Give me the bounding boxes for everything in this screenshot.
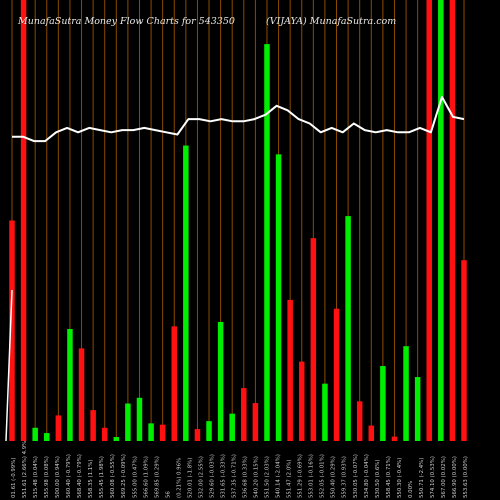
price-line: [5, 96, 465, 442]
money-flow-bar: [403, 346, 409, 441]
x-tick-label: 0.00%: [408, 481, 414, 498]
x-tick-label: 566.90 (0.00%): [452, 456, 458, 498]
money-flow-bar: [171, 326, 178, 441]
x-tick-label: 531.65 (-0.33%): [220, 454, 226, 498]
money-flow-bar: [345, 216, 351, 441]
money-flow-bar: [275, 154, 282, 441]
x-tick-label: 551.50 (2.03%): [265, 456, 271, 498]
x-tick-label: 56: [165, 491, 171, 498]
money-flow-bar: [252, 403, 259, 441]
x-tick-label: 530.50 (0.6%): [375, 460, 381, 498]
money-flow-bar: [113, 437, 120, 441]
x-tick-label: 560.08 (-0.55%): [110, 454, 116, 498]
money-flow-bar: [310, 238, 317, 441]
x-tick-label: 532.00 (2.55%): [198, 456, 204, 498]
x-tick-label: 568.40 (-0.79%): [77, 454, 83, 498]
money-flow-bar: [438, 0, 444, 441]
money-flow-bar: [44, 433, 50, 441]
x-tick-label: 551.47 (2.0%): [287, 460, 293, 498]
money-flow-bar: [194, 429, 201, 441]
money-flow-bar: [241, 388, 247, 441]
money-flow-bar: [183, 145, 189, 441]
x-tick-label: 558.35 (1.1%): [88, 460, 94, 498]
x-tick-label: 567.00 (0.02%): [441, 456, 447, 498]
money-flow-bar: [136, 397, 143, 441]
x-tick-label: 550.71 (-2.4%): [419, 458, 425, 498]
money-flow-bar: [217, 321, 224, 441]
x-tick-label: 569.25 (-0.09%): [121, 454, 127, 498]
money-flow-bar: [449, 0, 456, 441]
money-flow-bar: [461, 260, 467, 441]
x-tick-label: 555.45 (1.98%): [99, 456, 105, 498]
x-tick-label: 552.05 (-0.01%): [320, 454, 326, 498]
x-tick-label: 520.01 (-1.8%): [187, 458, 193, 498]
money-flow-bar: [322, 383, 328, 441]
money-flow-bar: [356, 401, 363, 441]
money-flow-bar: [55, 415, 62, 441]
money-flow-bar: [426, 0, 432, 441]
x-tick-label: 555.00 (0.47%): [132, 456, 138, 498]
money-flow-bar: [298, 361, 305, 441]
x-tick-label: 550.40 (0.29%): [331, 456, 337, 498]
money-flow-bar: [125, 403, 131, 441]
x-tick-label: 01.61 (-0.99%): [11, 458, 17, 498]
money-flow-bar: [78, 348, 85, 441]
money-flow-bar: [414, 377, 421, 441]
money-flow-bar: [229, 413, 235, 441]
money-flow-bar: [20, 0, 27, 441]
money-flow-bar: [391, 436, 398, 441]
chart-title: MunafaSutra Money Flow Charts for 543350: [18, 16, 235, 27]
x-tick-label: 550.30 (-0.4%): [397, 458, 403, 498]
x-tick-label: 559.37 (0.93%): [342, 456, 348, 498]
money-flow-bar: [159, 424, 166, 441]
x-tick-label: 558.45 (0.71%): [386, 456, 392, 498]
x-tick-label: 530.05 (-0.07%): [353, 454, 359, 498]
money-flow-bar: [380, 366, 386, 441]
price-line-path: [12, 96, 465, 143]
x-tick-label: 500.00 (0.94%): [55, 456, 61, 498]
money-flow-bar: [264, 44, 270, 441]
x-tick-label: 566.60 (1.09%): [143, 456, 149, 498]
x-tick-label: 529.60 (-0.03%): [209, 454, 215, 498]
x-tick-label: 515.48 (0.04%): [33, 456, 39, 498]
money-flow-bar: [32, 427, 38, 441]
money-flow-bar: [101, 427, 108, 441]
money-flow-bar: [9, 220, 15, 441]
x-tick-label: 574.10 (0.53%): [430, 456, 436, 498]
x-tick-label: 551.29 (-0.69%): [298, 454, 304, 498]
x-tick-label: 555.98 (0.08%): [44, 456, 50, 498]
money-flow-bar: [206, 421, 212, 441]
x-tick-label: 536.68 (0.33%): [243, 456, 249, 498]
x-tick-label: 540.14 (-2.04%): [276, 454, 282, 498]
price-line-tail: [5, 289, 13, 442]
x-tick-label: 534.80 (-0.04%): [364, 454, 370, 498]
x-tick-label: 551.61 (2.66%) 4.9%: [22, 441, 28, 498]
x-tick-label: 569.85 (0.29%): [154, 456, 160, 498]
money-flow-bar: [90, 410, 96, 441]
x-tick-label: 540.20 (0.15%): [254, 456, 260, 498]
x-tick-label: 553.63 (0.00%): [463, 456, 469, 498]
money-flow-bar: [333, 308, 340, 441]
money-flow-bar: [148, 423, 154, 441]
x-tick-label: 560.40 (-0.79%): [66, 454, 72, 498]
x-tick-label: 553.01 (-0.16%): [309, 454, 315, 498]
site-title: (VIJAYA) MunafaSutra.com: [266, 16, 397, 27]
money-flow-bar: [368, 425, 375, 441]
x-tick-label: 537.35 (-0.71%): [231, 454, 237, 498]
x-tick-label: (0.21%) 0.96%: [176, 458, 182, 498]
money-flow-bars: [9, 0, 467, 441]
x-axis-labels: 01.61 (-0.99%) 551.61 (2.66%) 4.9% 515.48 …: [11, 441, 469, 498]
money-flow-bar: [287, 299, 293, 441]
money-flow-bar: [67, 328, 73, 441]
